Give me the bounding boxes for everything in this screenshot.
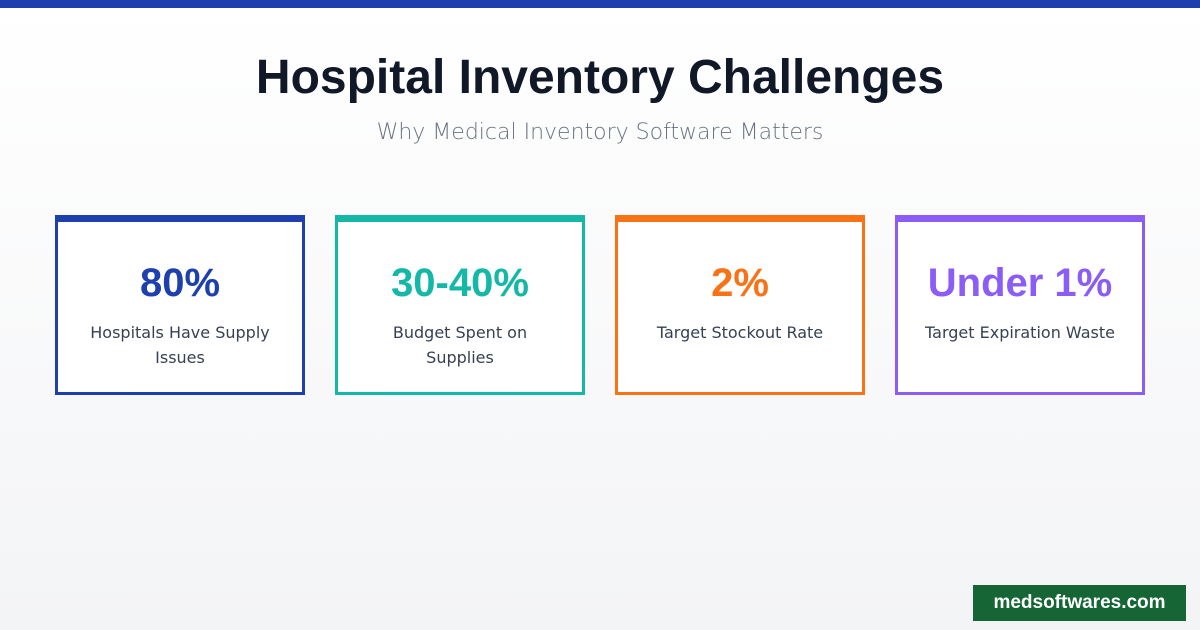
- stat-label: Hospitals Have Supply Issues: [90, 323, 270, 367]
- stat-value: 80%: [139, 261, 221, 305]
- stat-value: 2%: [711, 261, 769, 305]
- page-title: Hospital Inventory Challenges: [255, 51, 945, 104]
- stat-cards: 80% Hospitals Have Supply Issues 30-40% Bu…: [55, 215, 1145, 395]
- stat-card: 30-40% Budget Spent on Supplies: [335, 215, 585, 395]
- stat-value: Under 1%: [927, 261, 1113, 305]
- stat-label: Target Stockout Rate: [656, 323, 824, 342]
- stat-label: Budget Spent on Supplies: [392, 323, 528, 367]
- stat-card: 80% Hospitals Have Supply Issues: [55, 215, 305, 395]
- brand-badge: medsoftwares.com: [973, 585, 1186, 621]
- stat-label: Target Expiration Waste: [925, 323, 1115, 342]
- stat-card: 2% Target Stockout Rate: [615, 215, 865, 395]
- top-accent-bar: [0, 0, 1200, 8]
- page-subtitle: Why Medical Inventory Software Matters: [376, 120, 824, 145]
- stat-card: Under 1% Target Expiration Waste: [895, 215, 1145, 395]
- stat-value: 30-40%: [391, 261, 529, 305]
